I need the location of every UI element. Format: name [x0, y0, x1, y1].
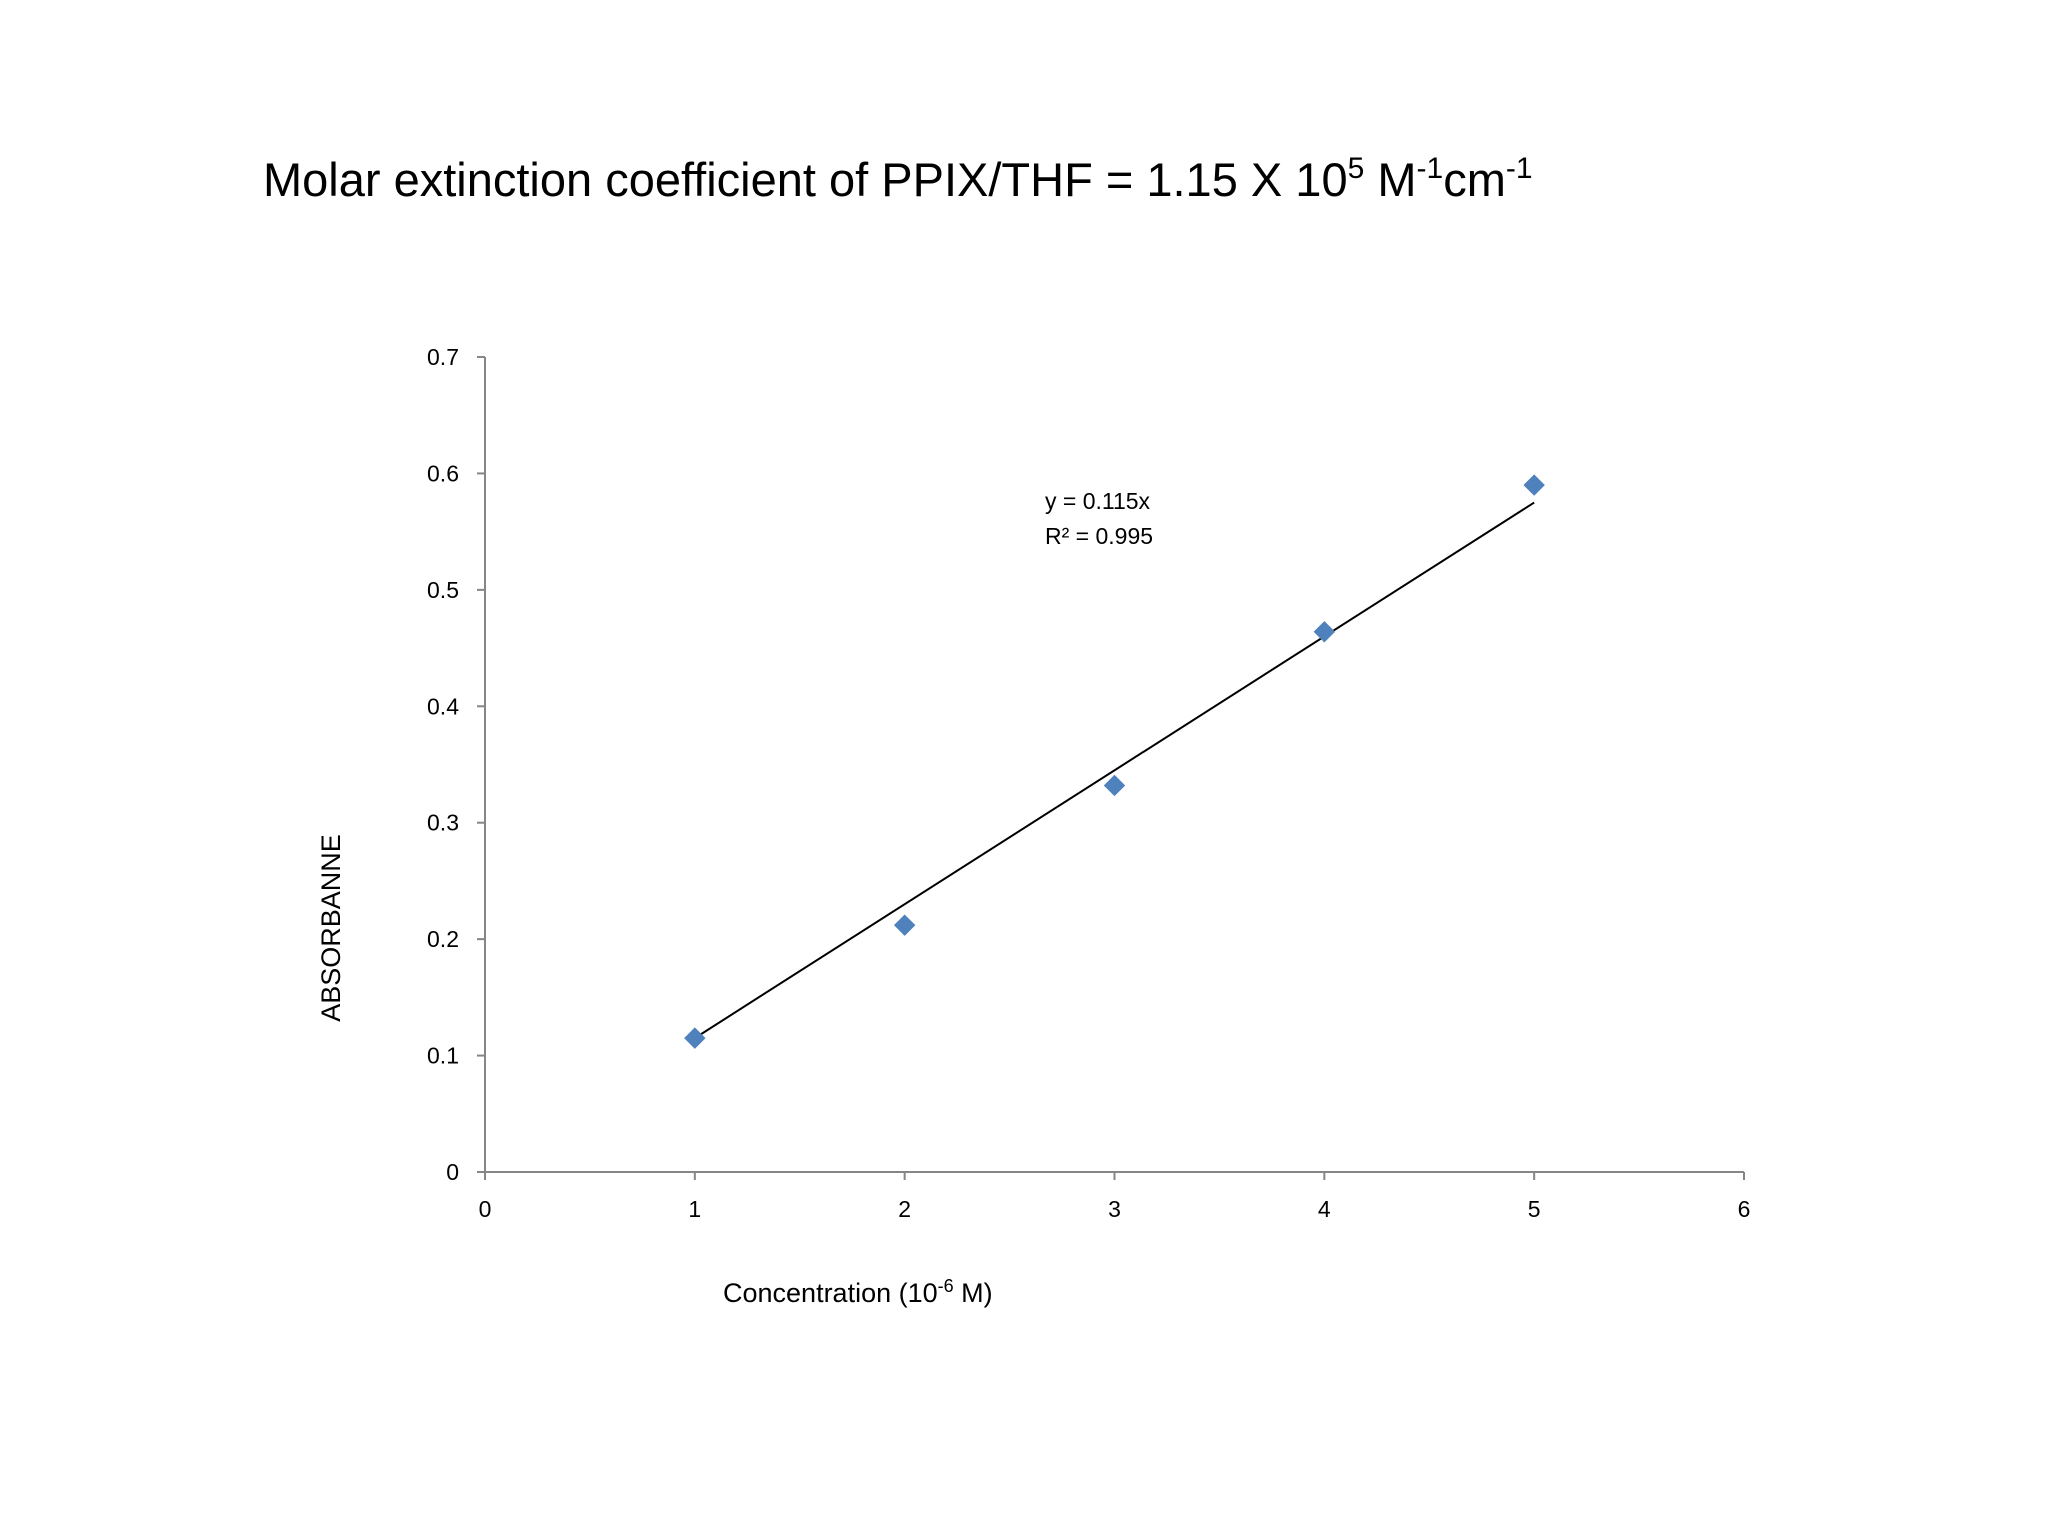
x-ticks: 0 1 2 3 4 5 6: [479, 1172, 1751, 1222]
x-axis-title-sup: -6: [938, 1276, 954, 1296]
y-tick-label: 0.7: [427, 344, 459, 370]
data-point: [1313, 621, 1336, 643]
chart-title-sup-3: -1: [1506, 152, 1533, 185]
trendline: [694, 501, 1535, 1039]
data-point: [1103, 774, 1126, 797]
x-axis-title-suffix: M): [954, 1278, 993, 1308]
x-tick-label: 3: [1108, 1196, 1121, 1222]
x-axis-title-main: Concentration (10: [723, 1278, 938, 1308]
data-point: [1523, 474, 1545, 496]
x-tick-label: 5: [1528, 1196, 1541, 1222]
chart-title-unit-1: M: [1364, 153, 1416, 206]
data-point: [893, 914, 916, 936]
chart-title-sup-1: 5: [1348, 152, 1365, 185]
y-ticks: 0 0.1 0.2 0.3 0.4 0.5 0.6 0.7: [427, 344, 485, 1185]
chart-title-unit-2: cm: [1443, 153, 1506, 206]
x-axis-title: Concentration (10-6 M): [723, 1276, 993, 1308]
y-tick-label: 0: [446, 1159, 459, 1185]
trendline-r-squared: R² = 0.995: [1045, 523, 1153, 549]
x-tick-label: 1: [688, 1196, 701, 1222]
y-tick-label: 0.3: [427, 810, 459, 836]
chart-title: Molar extinction coefficient of PPIX/THF…: [263, 152, 1533, 206]
x-tick-label: 4: [1318, 1196, 1331, 1222]
trendline-equation: y = 0.115x: [1045, 488, 1151, 514]
y-axis-title: ABSORBANNE: [316, 834, 346, 1022]
x-tick-label: 6: [1738, 1196, 1751, 1222]
chart-title-main: Molar extinction coefficient of PPIX/THF…: [263, 153, 1348, 206]
axes: [484, 357, 1744, 1173]
y-tick-label: 0.6: [427, 460, 459, 486]
y-tick-label: 0.2: [427, 926, 459, 952]
chart-title-sup-2: -1: [1417, 152, 1444, 185]
data-points: [684, 474, 1545, 1049]
y-tick-label: 0.5: [427, 577, 459, 603]
y-tick-label: 0.1: [427, 1043, 459, 1069]
x-tick-label: 2: [898, 1196, 911, 1222]
data-point: [684, 1027, 706, 1049]
x-tick-label: 0: [479, 1196, 492, 1222]
y-tick-label: 0.4: [427, 693, 459, 719]
